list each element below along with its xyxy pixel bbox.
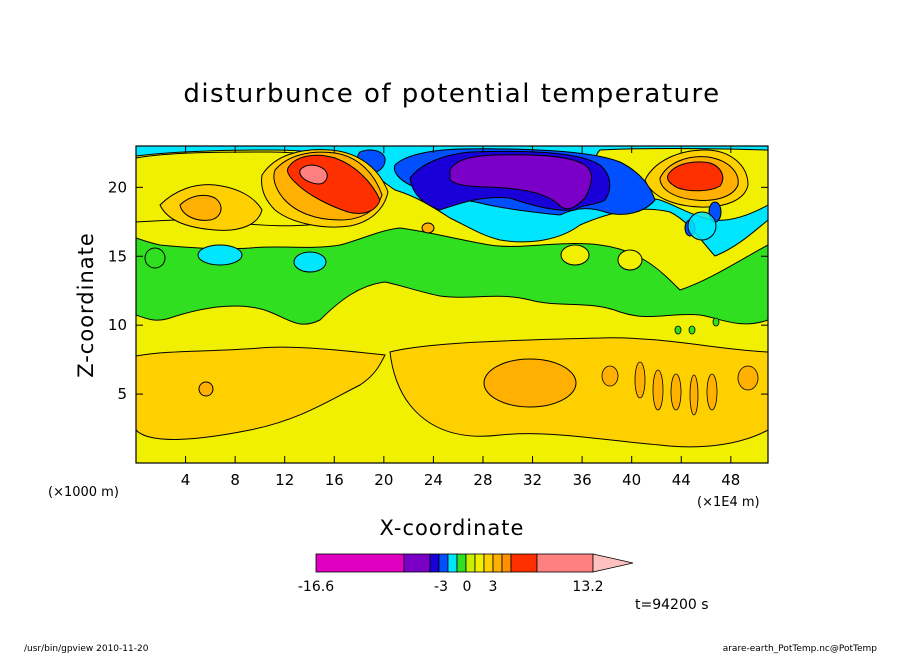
colorbar-segment — [483, 553, 494, 573]
field-red-core-right — [667, 161, 724, 192]
field-yellow-patch-2 — [617, 249, 643, 271]
field-purple-core — [449, 154, 592, 210]
x-tick-label: 40 — [622, 471, 641, 489]
x-ticks: 4 8 12 16 20 24 28 32 36 40 44 48 — [181, 146, 740, 489]
field-orange-lower-left — [136, 346, 386, 440]
x-tick-label: 20 — [374, 471, 393, 489]
field-cyan-patch-3 — [687, 211, 717, 241]
field-orange-lower-right — [389, 337, 768, 448]
colorbar-segment — [474, 553, 485, 573]
colorbar-segment — [536, 553, 594, 573]
colorbar-segment — [403, 553, 431, 573]
footer-left: /usr/bin/gpview 2010-11-20 — [24, 644, 149, 654]
field-orange-patch-1 — [421, 222, 435, 234]
x-tick-label: 4 — [181, 471, 191, 489]
time-label: t=94200 s — [635, 597, 709, 613]
field-green-patch-4 — [712, 317, 720, 327]
x-tick-label: 12 — [275, 471, 294, 489]
colorbar-max-label: 13.2 — [572, 579, 603, 595]
colorbar-segment — [501, 553, 512, 573]
x-unit-right: (×1E4 m) — [697, 495, 760, 510]
plot-frame — [135, 145, 769, 464]
x-tick-label: 48 — [721, 471, 740, 489]
field-yellow-patch-1 — [560, 244, 590, 266]
colorbar-segment — [465, 553, 476, 573]
y-tick-label: 20 — [108, 178, 127, 196]
field-cyan-patch-2 — [293, 251, 327, 273]
x-unit-left: (×1000 m) — [48, 485, 119, 500]
field-orange-mid — [483, 358, 577, 408]
x-tick-label: 8 — [230, 471, 240, 489]
chart-title: disturbunce of potential temperature — [183, 79, 720, 109]
footer-right: arare-earth_PotTemp.nc@PotTemp — [723, 644, 878, 654]
colorbar-label-3: 3 — [489, 579, 498, 595]
field-green-patch-2 — [674, 325, 682, 335]
x-tick-label: 32 — [523, 471, 542, 489]
colorbar-segment — [315, 553, 405, 573]
colorbar-label-0: 0 — [463, 579, 472, 595]
field-orange-left-inner — [179, 194, 222, 221]
colorbar-segment — [429, 553, 440, 573]
x-tick-label: 44 — [672, 471, 691, 489]
plot-area — [136, 146, 768, 463]
colorbar-min-label: -16.6 — [298, 579, 334, 595]
y-tick-label: 5 — [117, 385, 127, 403]
colorbar-segment — [447, 553, 458, 573]
field-pink-core-left — [299, 164, 328, 185]
field-cyan-patch-1 — [197, 244, 243, 266]
colorbar-segment — [492, 553, 503, 573]
x-tick-label: 28 — [473, 471, 492, 489]
y-tick-label: 10 — [108, 316, 127, 334]
y-axis-label: Z-coordinate — [74, 232, 98, 378]
colorbar-segment — [456, 553, 467, 573]
x-tick-label: 16 — [325, 471, 344, 489]
colorbar-label-neg3: -3 — [434, 579, 448, 595]
field-orange-small — [198, 381, 214, 397]
field-green-patch-3 — [688, 325, 696, 335]
x-tick-label: 24 — [424, 471, 443, 489]
y-tick-label: 15 — [108, 247, 127, 265]
colorbar-extend-arrow — [592, 553, 634, 573]
field-orange-stripes — [601, 361, 759, 416]
x-tick-label: 36 — [573, 471, 592, 489]
y-ticks: 5 10 15 20 — [108, 178, 768, 403]
colorbar-segment — [438, 553, 449, 573]
colorbar-segment — [510, 553, 538, 573]
x-axis-label: X-coordinate — [380, 516, 525, 540]
field-green-patch-1 — [144, 247, 166, 269]
colorbar — [315, 553, 634, 573]
